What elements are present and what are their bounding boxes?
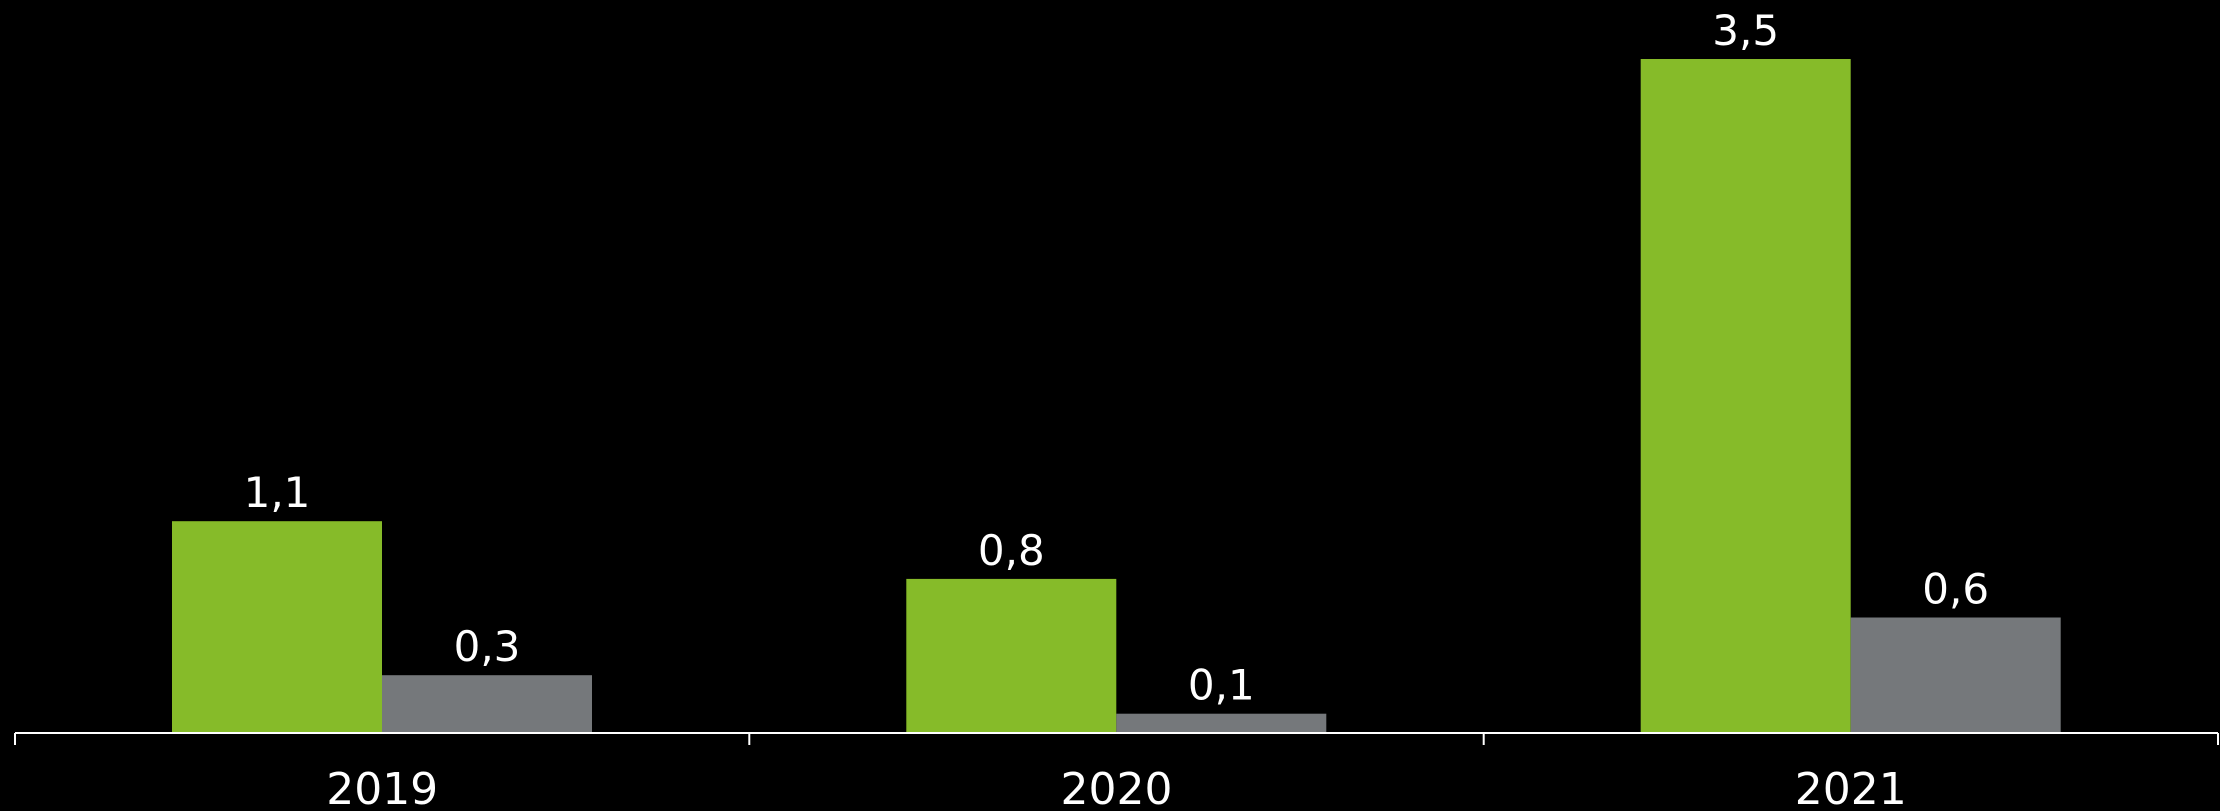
x-tick-label-2019: 2019 [326,764,438,811]
value-label-2019-series-1: 1,1 [244,468,311,517]
x-tick-label-2021: 2021 [1795,764,1907,811]
bar-2019-series-2 [382,675,592,733]
value-label-2020-series-2: 0,1 [1188,661,1255,710]
value-labels-group: 1,1 0,3 0,8 0,1 3,5 0,6 [244,6,1989,710]
bar-2020-series-2 [1116,713,1327,733]
bar-2020-series-1 [906,578,1117,733]
value-label-2021-series-1: 3,5 [1712,6,1779,55]
x-tick-label-2020: 2020 [1061,764,1173,811]
value-label-2019-series-2: 0,3 [454,622,521,671]
bar-2019-series-1 [172,521,382,733]
x-tick-labels-group: 2019 2020 2021 [326,764,1907,811]
bars-group [172,59,2061,733]
bar-2021-series-2 [1850,617,2061,733]
value-label-2020-series-1: 0,8 [978,526,1045,575]
bar-2021-series-1 [1640,59,1851,733]
value-label-2021-series-2: 0,6 [1922,565,1989,614]
x-axis [14,732,2219,745]
